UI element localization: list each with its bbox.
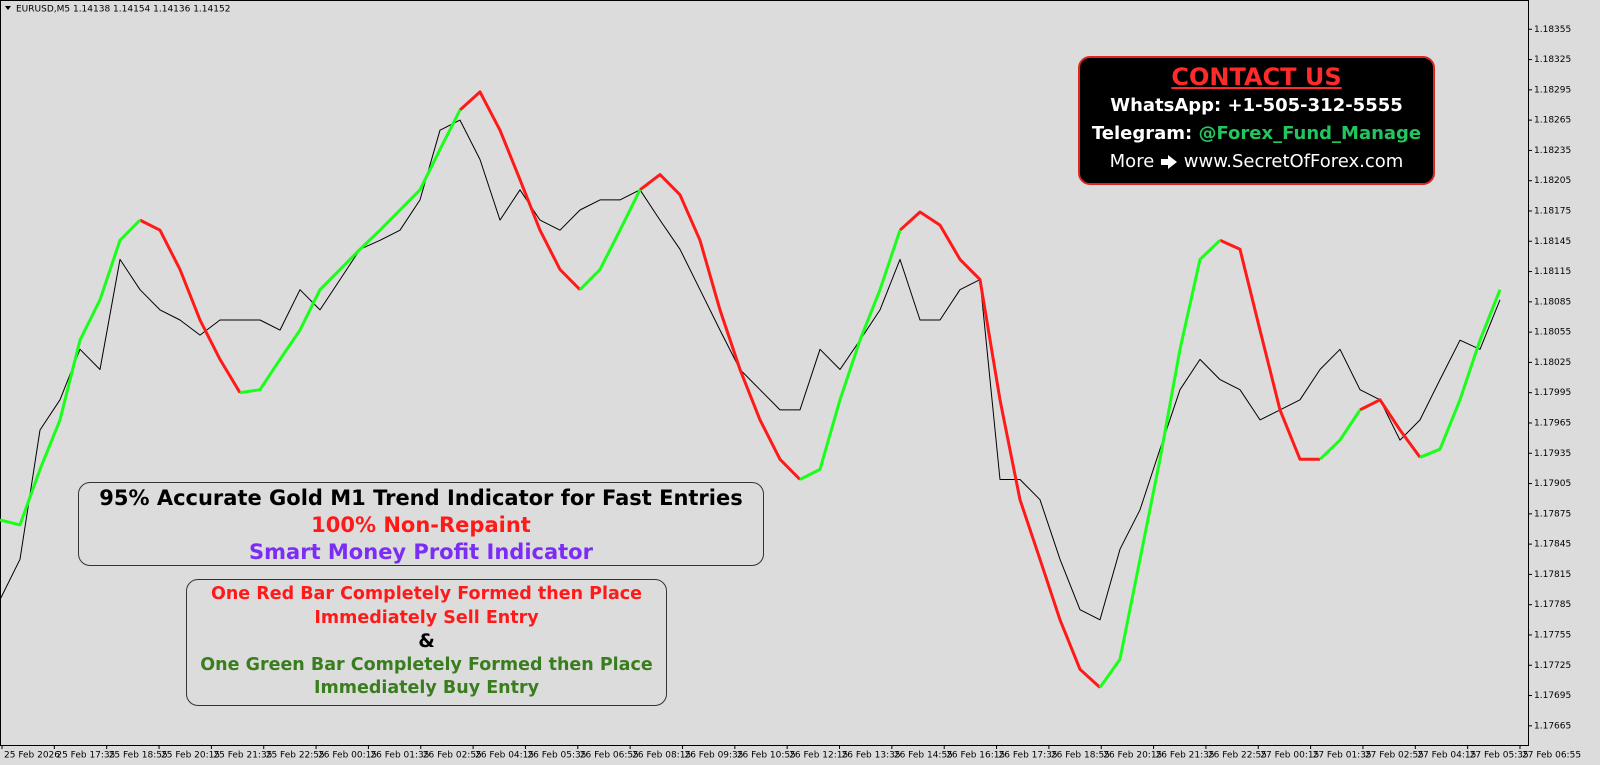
x-tick-label: 25 Feb 18:55 bbox=[109, 751, 168, 761]
menu-arrow bbox=[5, 6, 11, 10]
series-line bbox=[139, 90, 1422, 689]
x-tick-label: 27 Feb 04:15 bbox=[1417, 751, 1476, 761]
x-tick-label: 26 Feb 17:35 bbox=[999, 751, 1058, 761]
x-tick-label: 25 Feb 20:15 bbox=[161, 751, 220, 761]
series-line bbox=[0, 119, 1501, 621]
x-tick-label: 26 Feb 14:55 bbox=[894, 751, 953, 761]
contact-title: CONTACT US bbox=[1171, 63, 1342, 91]
info-line: 100% Non-Repaint bbox=[311, 513, 531, 537]
info-box: 95% Accurate Gold M1 Trend Indicator for… bbox=[78, 482, 764, 566]
x-tick-label: 26 Feb 01:35 bbox=[370, 751, 429, 761]
x-tick-label: 26 Feb 08:15 bbox=[632, 751, 691, 761]
x-tick-label: 25 Feb 2026 bbox=[4, 751, 60, 761]
y-tick-label: 1.18115 bbox=[1534, 267, 1571, 277]
x-tick-label: 26 Feb 10:55 bbox=[737, 751, 796, 761]
y-tick-label: 1.18355 bbox=[1534, 25, 1571, 35]
x-tick-label: 27 Feb 00:15 bbox=[1260, 751, 1319, 761]
telegram: Telegram: @Forex_Fund_Manage bbox=[1080, 120, 1433, 148]
telegram-handle: @Forex_Fund_Manage bbox=[1198, 123, 1422, 144]
x-tick-label: 26 Feb 00:15 bbox=[318, 751, 377, 761]
sell-rule: One Red Bar Completely Formed then Place bbox=[210, 584, 643, 604]
x-tick-label: 26 Feb 12:15 bbox=[789, 751, 848, 761]
arrow-icon bbox=[1161, 155, 1178, 169]
whatsapp: WhatsApp: +1-505-312-5555 bbox=[1110, 95, 1403, 116]
ampersand: & bbox=[418, 630, 435, 652]
y-tick-label: 1.18205 bbox=[1534, 176, 1571, 186]
x-tick-label: 27 Feb 01:35 bbox=[1313, 751, 1372, 761]
y-tick-label: 1.17905 bbox=[1534, 479, 1571, 489]
x-tick-label: 26 Feb 20:15 bbox=[1103, 751, 1162, 761]
x-tick-label: 27 Feb 02:55 bbox=[1365, 751, 1424, 761]
y-tick-label: 1.18235 bbox=[1534, 146, 1571, 156]
y-tick-label: 1.18145 bbox=[1534, 237, 1571, 247]
x-tick-label: 26 Feb 21:35 bbox=[1156, 751, 1215, 761]
y-tick-label: 1.18085 bbox=[1534, 297, 1571, 307]
x-tick-label: 26 Feb 13:35 bbox=[842, 751, 901, 761]
y-tick-label: 1.17845 bbox=[1534, 540, 1571, 550]
y-tick-label: 1.17815 bbox=[1534, 570, 1571, 580]
x-tick-label: 26 Feb 02:55 bbox=[423, 751, 482, 761]
info-line: Smart Money Profit Indicator bbox=[249, 540, 593, 564]
y-tick-label: 1.18025 bbox=[1534, 358, 1571, 368]
x-tick-label: 26 Feb 06:55 bbox=[580, 751, 639, 761]
more: More www.SecretOfForex.com bbox=[1080, 148, 1433, 176]
x-tick-label: 25 Feb 17:35 bbox=[56, 751, 115, 761]
y-tick-label: 1.17695 bbox=[1534, 691, 1571, 701]
y-tick-label: 1.18055 bbox=[1534, 328, 1571, 338]
y-tick-label: 1.17995 bbox=[1534, 388, 1571, 398]
y-tick-label: 1.18175 bbox=[1534, 206, 1571, 216]
sell-rule: Immediately Sell Entry bbox=[314, 607, 539, 628]
y-tick-label: 1.17755 bbox=[1534, 630, 1571, 640]
x-tick-label: 27 Feb 05:35 bbox=[1470, 751, 1529, 761]
x-tick-label: 26 Feb 09:35 bbox=[684, 751, 743, 761]
plot-frame bbox=[0, 0, 1529, 746]
info-line: 95% Accurate Gold M1 Trend Indicator for… bbox=[99, 486, 743, 510]
chart-title: EURUSD,M5 1.14138 1.14154 1.14136 1.1415… bbox=[16, 5, 230, 15]
buy-rule: Immediately Buy Entry bbox=[313, 678, 540, 698]
x-tick-label: 27 Feb 06:55 bbox=[1522, 751, 1581, 761]
y-tick-label: 1.17935 bbox=[1534, 449, 1571, 459]
x-tick-label: 25 Feb 21:35 bbox=[213, 751, 272, 761]
y-tick-label: 1.18325 bbox=[1534, 55, 1571, 65]
series-line bbox=[0, 109, 1502, 689]
x-tick-label: 26 Feb 18:55 bbox=[1051, 751, 1110, 761]
y-tick-label: 1.18295 bbox=[1534, 85, 1571, 95]
y-tick-label: 1.17725 bbox=[1534, 661, 1571, 671]
y-tick-label: 1.18265 bbox=[1534, 116, 1571, 126]
x-tick-label: 26 Feb 04:15 bbox=[475, 751, 534, 761]
contact-box: CONTACT US WhatsApp: +1-505-312-5555 Tel… bbox=[1078, 56, 1435, 185]
buy-rule: One Green Bar Completely Formed then Pla… bbox=[200, 654, 653, 675]
x-tick-label: 26 Feb 16:15 bbox=[946, 751, 1005, 761]
website: www.SecretOfForex.com bbox=[1183, 151, 1404, 172]
y-tick-label: 1.17875 bbox=[1534, 509, 1571, 519]
x-tick-label: 26 Feb 22:55 bbox=[1208, 751, 1267, 761]
more-label: More bbox=[1109, 151, 1155, 172]
x-tick-label: 25 Feb 22:55 bbox=[266, 751, 325, 761]
y-tick-label: 1.17965 bbox=[1534, 418, 1571, 428]
y-tick-label: 1.17785 bbox=[1534, 600, 1571, 610]
rule-box: One Red Bar Completely Formed then Place… bbox=[186, 579, 667, 706]
x-tick-label: 26 Feb 05:35 bbox=[527, 751, 586, 761]
telegram-label: Telegram: bbox=[1091, 123, 1193, 144]
y-tick-label: 1.17665 bbox=[1534, 721, 1571, 731]
